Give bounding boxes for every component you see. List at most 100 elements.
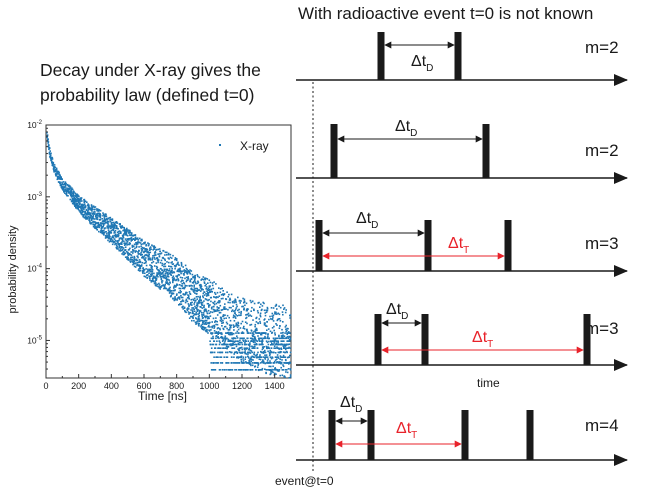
data-point [114,240,117,242]
data-point [111,219,114,221]
data-point [210,369,213,371]
data-point [74,194,76,197]
data-point [103,231,106,234]
data-point [49,155,52,158]
data-point [107,217,110,219]
data-point [200,285,203,288]
data-point [215,335,218,337]
data-point [112,229,114,232]
data-point [237,342,240,345]
data-point [249,314,251,316]
data-point [78,198,81,201]
data-point [270,365,272,368]
data-point [92,217,95,220]
data-point [128,239,130,241]
data-point [278,327,281,329]
data-point [219,304,222,307]
data-point [155,265,158,268]
data-point [257,369,260,371]
data-point [273,347,275,349]
data-point [168,287,171,290]
data-point [166,261,168,263]
data-point [161,280,164,282]
data-point [168,270,171,272]
data-point [218,337,220,340]
data-point [92,214,95,217]
data-point [67,195,69,197]
data-point [207,282,209,284]
data-point [102,222,105,225]
data-point [278,313,281,316]
data-point [218,295,221,297]
data-point [221,333,223,335]
data-point [128,232,131,234]
data-point [274,368,276,370]
data-point [283,307,286,309]
data-point [187,269,189,272]
data-point [209,304,211,306]
data-point [220,294,223,296]
data-point [197,313,199,315]
data-point [253,353,256,356]
data-point [274,332,276,334]
data-point [213,340,216,342]
data-point [105,213,107,216]
data-point [55,174,57,176]
data-point [255,362,257,364]
data-point [263,337,265,340]
data-point [239,341,242,344]
data-point [121,225,123,227]
data-point [265,369,268,371]
data-point [254,325,256,328]
data-point [205,319,208,322]
legend-entry: X-ray [240,139,269,153]
data-point [208,279,211,281]
data-point [53,166,56,168]
data-point [86,218,89,220]
data-point [176,284,179,286]
data-point [278,305,280,308]
data-point [161,272,163,275]
data-point [225,362,228,364]
data-point [80,208,83,210]
data-point [109,236,111,238]
data-point [182,293,185,295]
data-point [99,231,102,234]
data-point [218,307,220,309]
data-point [225,351,227,354]
data-point [133,256,136,259]
data-point [150,275,152,277]
data-point [227,346,230,348]
data-point [247,312,250,315]
data-point [97,225,100,227]
data-point [251,300,254,302]
x-tick-label: 1000 [199,381,219,391]
data-point [261,308,263,311]
data-point [222,319,224,322]
data-point [200,306,202,308]
data-point [213,356,215,358]
data-point [215,317,217,319]
data-point [261,367,264,370]
data-point [260,362,262,364]
data-point [143,251,145,254]
data-point [235,325,237,327]
data-point [137,256,139,259]
data-point [251,364,254,367]
data-point [216,356,218,358]
data-point [196,308,198,310]
data-point [172,278,174,281]
pulse-bar [504,220,512,271]
data-point [211,333,213,335]
data-point [129,234,131,237]
data-point [136,237,139,239]
data-point [150,248,152,250]
data-point [255,339,257,341]
data-point [115,222,118,224]
data-point [46,134,49,136]
data-point [182,280,184,282]
data-point [162,274,165,277]
data-point [116,246,119,248]
delta-t-label: ΔtT [472,329,493,350]
data-point [232,305,234,307]
